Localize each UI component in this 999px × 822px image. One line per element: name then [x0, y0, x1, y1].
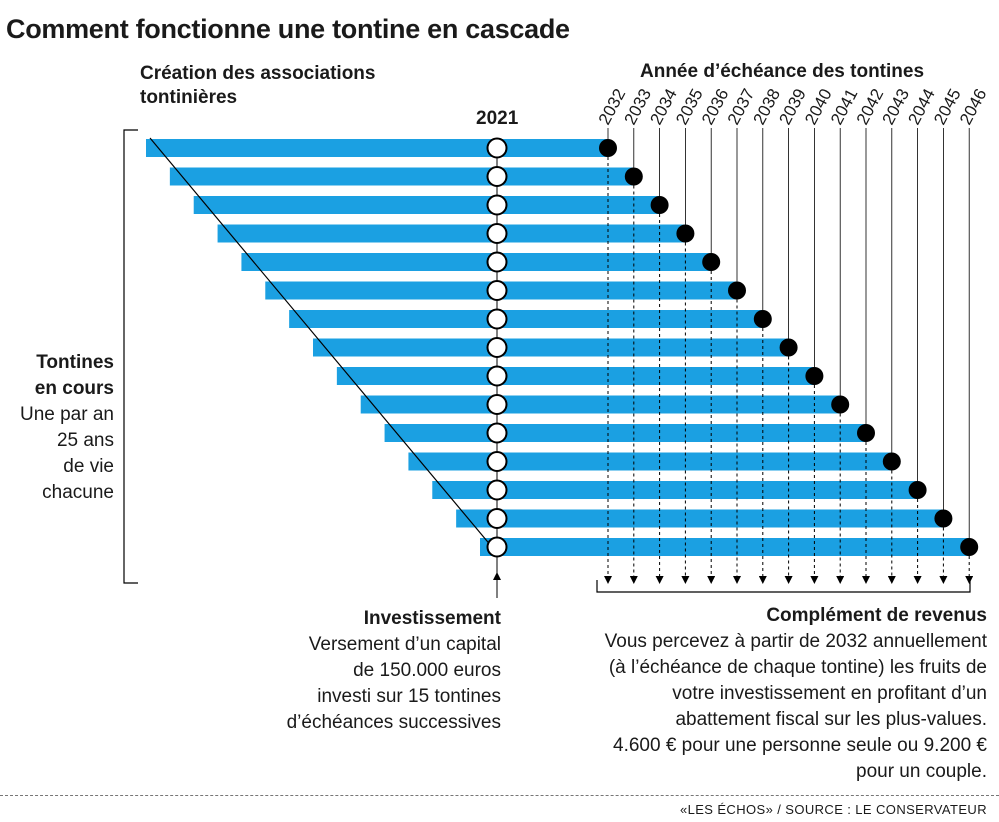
- start-year-circle: [486, 536, 508, 558]
- investment-block: Investissement Versement d’un capital de…: [287, 606, 501, 736]
- investment-line-1: Versement d’un capital: [308, 634, 501, 655]
- complement-line-1: Vous percevez à partir de 2032 annuellem…: [604, 631, 987, 652]
- maturity-dot: [599, 139, 617, 157]
- tontine-bar: [217, 224, 686, 243]
- tontines-bracket: [123, 129, 138, 584]
- start-year-circle: [486, 194, 508, 216]
- start-year-circle: [486, 166, 508, 187]
- left-label-line-1: Une par an: [19, 404, 114, 425]
- start-year-circle: [486, 280, 508, 301]
- complement-line-3: votre investissement en profitant d’un: [672, 683, 987, 704]
- creation-label-line-2: tontinières: [140, 87, 238, 108]
- investment-line-2: de 150.000 euros: [353, 660, 501, 681]
- investment-arrow: [493, 572, 501, 580]
- complement-line-2: (à l’échéance de chaque tontine) les fru…: [608, 657, 987, 678]
- tontine-bar: [480, 538, 970, 556]
- revenue-bracket: [596, 580, 971, 593]
- maturity-dot: [831, 395, 850, 414]
- start-year-circle: [486, 337, 508, 358]
- tontine-bar: [360, 395, 841, 414]
- complement-line-5: 4.600 € pour une personne seule ou 9.200…: [613, 735, 987, 756]
- maturity-dot: [676, 224, 695, 243]
- tontine-bar: [146, 139, 608, 157]
- start-year-circle: [486, 251, 508, 273]
- start-year-circle: [486, 479, 508, 501]
- start-year-circle: [486, 308, 508, 330]
- complement-heading: Complément de revenus: [766, 605, 987, 626]
- complement-line-4: abattement fiscal sur les plus-values.: [675, 709, 987, 730]
- maturity-dot: [624, 167, 643, 186]
- start-year-circle: [486, 365, 508, 387]
- maturity-dot: [960, 538, 979, 556]
- tontine-bar: [193, 196, 660, 214]
- left-label-line-4: chacune: [42, 482, 114, 503]
- start-year-circle: [486, 394, 508, 415]
- creation-label-line-1: Création des associations: [140, 63, 376, 84]
- start-year-circle: [486, 422, 508, 444]
- tontine-bar: [432, 481, 918, 499]
- maturity-header: Année d’échéance des tontines: [640, 61, 925, 82]
- left-label-line-3: de vie: [63, 456, 114, 477]
- maturity-dot: [753, 310, 772, 328]
- left-label-line-2: 25 ans: [56, 430, 114, 451]
- creation-label: Création des associations tontinières: [140, 62, 375, 110]
- maturity-dot: [805, 367, 824, 385]
- maturity-dot: [857, 424, 875, 442]
- tontine-bar: [408, 452, 892, 471]
- left-label-bold-1: Tontines: [36, 352, 114, 373]
- tontine-bar: [241, 253, 712, 271]
- maturity-dot: [779, 338, 798, 357]
- source-credit: «LES ÉCHOS» / SOURCE : LE CONSERVATEUR: [679, 802, 987, 817]
- investment-line-3: investi sur 15 tontines: [317, 686, 501, 707]
- maturity-dot: [934, 509, 953, 528]
- tontine-bar: [384, 424, 866, 442]
- complement-line-6: pour un couple.: [856, 761, 987, 782]
- investment-line-4: d’échéances successives: [286, 712, 501, 733]
- maturity-dot: [650, 196, 669, 214]
- tontine-bar: [313, 338, 789, 357]
- tontine-bar: [456, 509, 944, 528]
- start-year-circle: [486, 223, 508, 244]
- maturity-dot: [728, 281, 746, 300]
- maturity-dot: [908, 481, 927, 499]
- maturity-dot: [702, 253, 721, 271]
- maturity-year-label: 2046: [956, 86, 991, 128]
- tontine-bar: [336, 367, 815, 385]
- start-year-circle: [486, 451, 508, 472]
- chart-title: Comment fonctionne une tontine en cascad…: [6, 14, 570, 44]
- start-year-circle: [486, 508, 508, 529]
- footer-divider: [0, 795, 999, 796]
- complement-block: Complément de revenus Vous percevez à pa…: [547, 603, 987, 785]
- tontines-en-cours-label: Tontines en cours Une par an 25 ans de v…: [10, 350, 114, 506]
- left-label-bold-2: en cours: [34, 378, 114, 399]
- investment-heading: Investissement: [363, 608, 501, 629]
- creation-slant-line: [149, 137, 493, 548]
- tontine-bar: [289, 310, 763, 328]
- tontine-bar: [169, 167, 634, 186]
- maturity-dot: [882, 452, 901, 471]
- start-year-circle: [486, 137, 508, 159]
- start-year-label: 2021: [476, 108, 519, 129]
